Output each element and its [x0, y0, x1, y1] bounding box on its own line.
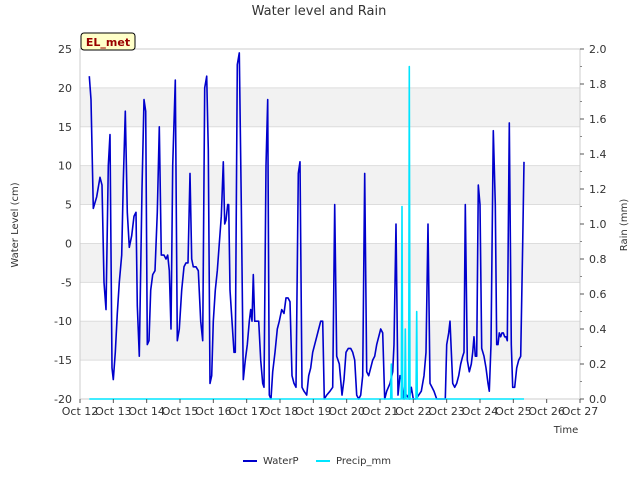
x-tick-label: Oct 23: [428, 405, 465, 418]
x-tick-label: Oct 18: [262, 405, 299, 418]
x-tick-label: Oct 22: [395, 405, 432, 418]
background-band: [80, 165, 580, 205]
y-axis-left-title: Water Level (cm): [10, 182, 21, 267]
y-left-tick-label: -15: [54, 354, 72, 367]
y-left-tick-label: 0: [65, 237, 72, 250]
y-right-tick-label: 0.2: [589, 358, 607, 371]
background-bands: [80, 87, 580, 361]
y-right-tick-label: 1.6: [589, 113, 607, 126]
x-tick-label: Oct 12: [62, 405, 99, 418]
chart-title: Water level and Rain: [252, 4, 387, 19]
y-right-tick-label: 2.0: [589, 43, 607, 56]
x-tick-label: Oct 26: [528, 405, 565, 418]
x-tick-label: Oct 19: [295, 405, 332, 418]
y-left-tick-label: 20: [58, 82, 72, 95]
x-tick-label: Oct 13: [95, 405, 132, 418]
y-right-tick-label: 1.2: [589, 183, 607, 196]
x-tick-label: Oct 16: [195, 405, 232, 418]
y-axis-left: 25 20 15 10 5 0 -5 -10 -15 -20: [54, 43, 72, 406]
series-layer: [88, 52, 525, 400]
annotation-box: EL_met: [80, 32, 136, 51]
y-left-tick-label: -10: [54, 315, 72, 328]
background-band: [80, 87, 580, 127]
x-tick-label: Oct 21: [362, 405, 399, 418]
y-right-tick-label: 0.4: [589, 323, 607, 336]
legend-label: WaterP: [263, 456, 299, 467]
y-left-tick-label: 10: [58, 160, 72, 173]
y-left-tick-label: 5: [65, 199, 72, 212]
y-right-tick-label: 1.0: [589, 218, 607, 231]
annotation-box-frame: [80, 32, 136, 51]
x-tick-label: Oct 20: [328, 405, 365, 418]
x-tick-label: Oct 17: [228, 405, 265, 418]
y-right-tick-label: 1.8: [589, 78, 607, 91]
y-left-tick-label: -20: [54, 393, 72, 406]
series-line-precip-mm: [89, 65, 524, 400]
legend: WaterP Precip_mm: [243, 456, 391, 467]
y-right-tick-label: 0.6: [589, 288, 607, 301]
x-tick-label: Oct 15: [162, 405, 199, 418]
x-tick-label: Oct 27: [562, 405, 599, 418]
y-right-tick-label: 1.4: [589, 148, 607, 161]
y-left-tick-label: 15: [58, 121, 72, 134]
series-line-waterp: [88, 52, 525, 400]
x-tick-label: Oct 24: [462, 405, 499, 418]
x-tick-label: Oct 14: [128, 405, 165, 418]
y-axis-right-title: Rain (mm): [619, 199, 630, 252]
x-axis-title: Time: [553, 425, 578, 436]
y-right-tick-label: 0.8: [589, 253, 607, 266]
legend-label: Precip_mm: [336, 456, 391, 467]
x-tick-label: Oct 25: [495, 405, 532, 418]
y-axis-right: 2.0 1.8 1.6 1.4 1.2 1.0 0.8 0.6 0.4 0.2 0.0: [580, 43, 607, 406]
y-right-tick-label: 0.0: [589, 393, 607, 406]
annotation-label: EL_met: [86, 36, 130, 49]
y-left-tick-label: 25: [58, 43, 72, 56]
y-left-tick-label: -5: [61, 276, 72, 289]
background-band: [80, 321, 580, 361]
